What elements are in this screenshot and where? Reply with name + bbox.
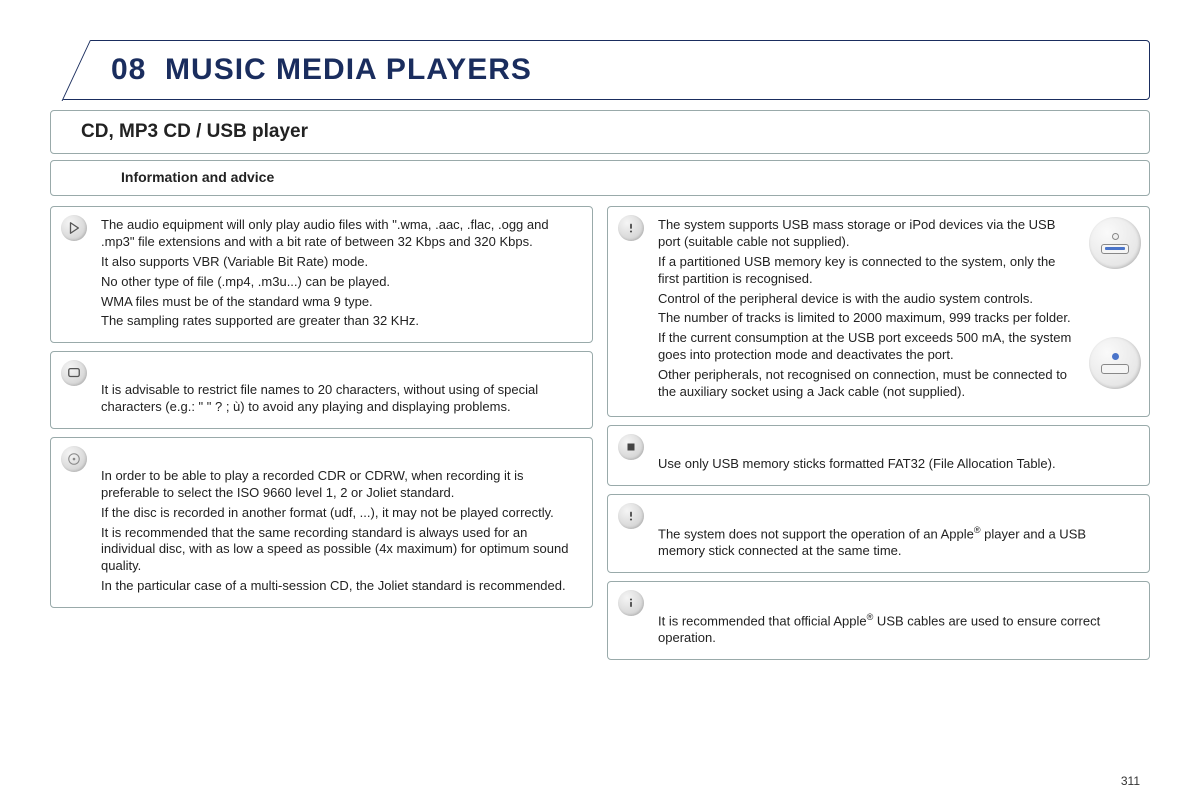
chapter-number: 08 (111, 53, 146, 86)
info-text: WMA files must be of the standard wma 9 … (101, 294, 578, 311)
info-text (101, 448, 578, 465)
exclaim-icon (618, 503, 644, 529)
info-text: The system supports USB mass storage or … (658, 217, 1077, 251)
info-text: Use only USB memory sticks formatted FAT… (658, 456, 1135, 473)
info-text: If the current consumption at the USB po… (658, 330, 1077, 364)
info-text: Control of the peripheral device is with… (658, 291, 1077, 308)
info-text: No other type of file (.mp4, .m3u...) ca… (101, 274, 578, 291)
right-column: The system supports USB mass storage or … (607, 206, 1150, 660)
info-text (658, 505, 1135, 522)
info-text: It is recommended that official Apple® U… (658, 612, 1135, 647)
subtitle: CD, MP3 CD / USB player (81, 121, 308, 142)
info-text: Other peripherals, not recognised on con… (658, 367, 1077, 401)
info-text: It is recommended that the same recordin… (101, 525, 578, 576)
info-text: The system does not support the operatio… (658, 525, 1135, 560)
info-box: The system does not support the operatio… (607, 494, 1150, 573)
chapter-title-text: MUSIC MEDIA PLAYERS (165, 53, 532, 86)
usb-port-icon (1089, 217, 1141, 269)
page-number: 311 (1121, 774, 1140, 788)
manual-page: 08 MUSIC MEDIA PLAYERS CD, MP3 CD / USB … (0, 0, 1200, 680)
info-box: The audio equipment will only play audio… (50, 206, 593, 343)
disc-icon (61, 446, 87, 472)
info-text (101, 362, 578, 379)
info-text: It also supports VBR (Variable Bit Rate)… (101, 254, 578, 271)
left-column: The audio equipment will only play audio… (50, 206, 593, 660)
section-label-banner: Information and advice (50, 160, 1150, 196)
info-text: The sampling rates supported are greater… (101, 313, 578, 330)
chapter-title: 08 MUSIC MEDIA PLAYERS (111, 53, 532, 86)
info-text: It is advisable to restrict file names t… (101, 382, 578, 416)
info-text (658, 436, 1135, 453)
info-box: In order to be able to play a recorded C… (50, 437, 593, 608)
info-text: In order to be able to play a recorded C… (101, 468, 578, 502)
section-label: Information and advice (121, 169, 274, 185)
chapter-title-banner: 08 MUSIC MEDIA PLAYERS (50, 40, 1150, 100)
stop-icon (618, 434, 644, 460)
subtitle-banner: CD, MP3 CD / USB player (50, 110, 1150, 154)
info-text: If the disc is recorded in another forma… (101, 505, 578, 522)
info-box: It is recommended that official Apple® U… (607, 581, 1150, 660)
info-box: The system supports USB mass storage or … (607, 206, 1150, 417)
exclaim-icon (618, 215, 644, 241)
info-icon (618, 590, 644, 616)
aux-port-icon (1089, 337, 1141, 389)
content-columns: The audio equipment will only play audio… (50, 206, 1150, 660)
info-box: Use only USB memory sticks formatted FAT… (607, 425, 1150, 486)
info-text: The audio equipment will only play audio… (101, 217, 578, 251)
info-text: If a partitioned USB memory key is conne… (658, 254, 1077, 288)
info-text (658, 592, 1135, 609)
info-text: The number of tracks is limited to 2000 … (658, 310, 1077, 327)
info-box: It is advisable to restrict file names t… (50, 351, 593, 429)
info-text: In the particular case of a multi-sessio… (101, 578, 578, 595)
screen-icon (61, 360, 87, 386)
play-icon (61, 215, 87, 241)
